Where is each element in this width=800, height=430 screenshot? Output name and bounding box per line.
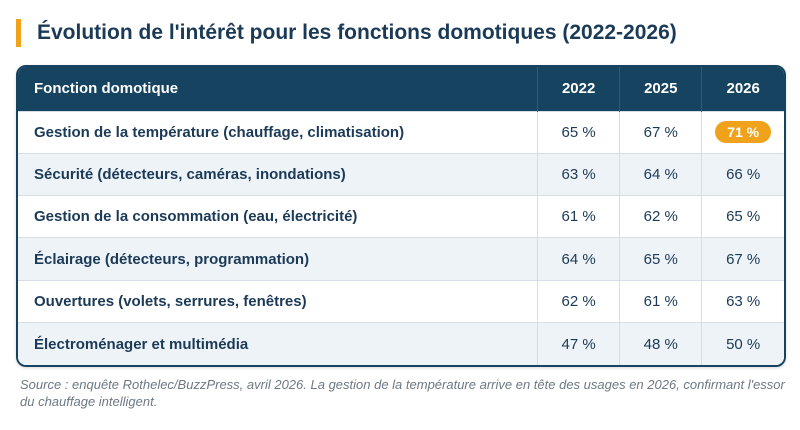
data-table-container: Fonction domotique 2022 2025 2026 Gestio…: [16, 65, 786, 367]
table-body: Gestion de la température (chauffage, cl…: [18, 110, 784, 365]
row-label: Gestion de la température (chauffage, cl…: [18, 110, 538, 154]
column-header-2026: 2026: [701, 67, 784, 111]
table-row: Sécurité (détecteurs, caméras, inondatio…: [18, 152, 784, 196]
table-row: Éclairage (détecteurs, programmation) 64 …: [18, 237, 784, 281]
cell-2022: 65 %: [537, 110, 620, 154]
cell-2026: 65 %: [701, 195, 784, 238]
page-title: Évolution de l'intérêt pour les fonction…: [37, 21, 677, 44]
column-header-fonction: Fonction domotique: [34, 80, 179, 98]
cell-2026: 50 %: [701, 322, 784, 365]
cell-2026: 63 %: [701, 279, 784, 323]
cell-2025: 62 %: [619, 195, 702, 238]
table-row: Ouvertures (volets, serrures, fenêtres) 6…: [18, 279, 784, 323]
cell-2022: 47 %: [537, 322, 620, 365]
cell-2026: 66 %: [701, 152, 784, 196]
cell-2022: 63 %: [537, 152, 620, 196]
cell-2025: 67 %: [619, 110, 702, 154]
table-header-row: Fonction domotique 2022 2025 2026: [18, 67, 784, 111]
cell-2022: 62 %: [537, 279, 620, 323]
row-label: Éclairage (détecteurs, programmation): [18, 237, 538, 281]
title-accent-bar: [16, 19, 21, 47]
column-header-2022: 2022: [537, 67, 620, 111]
row-label: Sécurité (détecteurs, caméras, inondatio…: [18, 152, 538, 196]
highlight-badge: 71 %: [715, 121, 772, 144]
row-label: Ouvertures (volets, serrures, fenêtres): [18, 279, 538, 323]
table-row: Électroménager et multimédia 47 % 48 % 50 %: [18, 322, 784, 365]
cell-2025: 65 %: [619, 237, 702, 281]
row-label: Gestion de la consommation (eau, électri…: [18, 195, 538, 238]
cell-2025: 64 %: [619, 152, 702, 196]
table-row: Gestion de la consommation (eau, électri…: [18, 195, 784, 238]
cell-2025: 61 %: [619, 279, 702, 323]
column-header-2025: 2025: [619, 67, 702, 111]
title-block: Évolution de l'intérêt pour les fonction…: [16, 18, 677, 48]
cell-2025: 48 %: [619, 322, 702, 365]
cell-2022: 64 %: [537, 237, 620, 281]
cell-2026: 71 %: [701, 110, 784, 154]
data-table: Fonction domotique 2022 2025 2026 Gestio…: [18, 67, 784, 365]
source-note: Source : enquête Rothelec/BuzzPress, avr…: [20, 377, 785, 409]
cell-2022: 61 %: [537, 195, 620, 238]
row-label: Électroménager et multimédia: [18, 322, 538, 365]
cell-2026: 67 %: [701, 237, 784, 281]
table-row: Gestion de la température (chauffage, cl…: [18, 110, 784, 154]
